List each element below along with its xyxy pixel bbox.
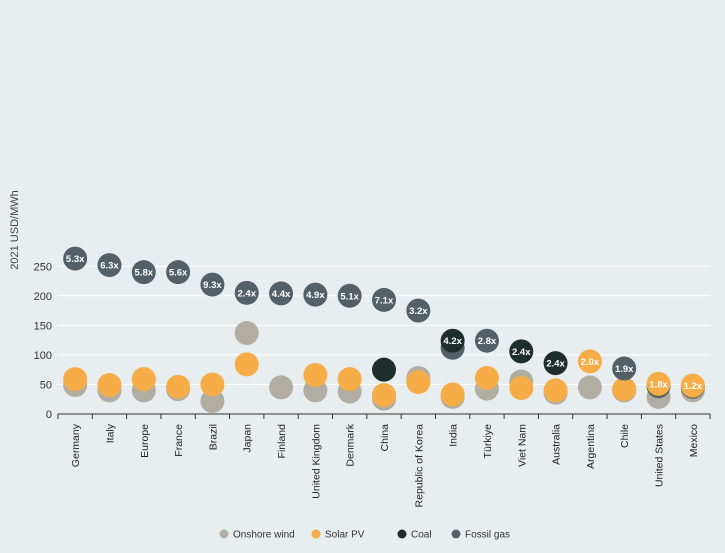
y-tick-label: 50 [40,379,52,391]
point-solar-pv [166,374,191,399]
legend-marker [451,529,461,539]
category-label: Republic of Korea [413,424,425,508]
point-solar-pv [509,375,534,400]
ratio-label: 1.8x [649,379,668,390]
category-label: Chile [619,424,631,448]
ratio-label: 2.4x [546,359,565,370]
ratio-label: 2.8x [478,336,497,347]
point-solar-pv [97,373,122,398]
category-label: Türkiye [482,424,494,459]
category-label: Australia [551,424,563,465]
point-solar-pv [543,378,568,403]
point-solar-pv [63,367,88,392]
point-fossil-gas [234,280,259,305]
point-solar-pv [406,370,431,395]
category-label: Argentina [585,424,597,469]
ratio-label: 7.1x [375,295,394,306]
point-solar-pv [372,383,396,408]
point-fossil-gas [166,260,191,285]
point-solar-pv [303,362,328,387]
category-label: Mexico [688,424,700,457]
data-points: 5.3x 6.3x 5.8x 5.6x 9.3x 2.4x 4.4x 4.9x 5.1x 7.1x… [63,246,705,413]
y-tick-label: 0 [46,409,52,421]
legend-marker [219,529,229,539]
point-fossil-gas [303,282,328,307]
category-label: Japan [242,424,254,453]
point-fossil-gas [406,298,431,323]
point-onshore-wind [234,321,259,346]
category-label: United Kingdom [310,424,322,499]
ratio-label: 5.3x [66,254,85,265]
point-coal [440,328,465,353]
legend-marker [397,529,407,539]
point-fossil-gas [63,246,88,271]
category-label: India [448,424,460,447]
category-label: Viet Nam [516,424,528,467]
y-tick-label: 250 [34,261,52,273]
legend-label: Solar PV [325,530,365,541]
point-fossil-gas [97,253,122,278]
point-solar-pv [131,367,156,392]
point-fossil-gas [269,281,294,306]
legend-label: Fossil gas [465,530,510,541]
category-label: China [379,424,391,452]
category-label: Europe [139,424,151,458]
ratio-label: 1.9x [615,364,634,375]
point-onshore-wind [269,375,294,400]
category-labels: Germany Italy Europe France Brazil Japan Finla… [70,423,700,507]
legend-label: Onshore wind [233,530,295,541]
y-tick-labels: 0 50 100 150 200 250 [34,261,52,421]
category-label: Brazil [207,424,219,450]
ratio-label: 4.2x [443,336,462,347]
legend-label: Coal [411,530,432,541]
legend-marker [311,529,321,539]
ratio-label: 4.4x [272,289,291,300]
ratio-label: 2.0x [581,357,600,368]
ratio-label: 5.1x [340,291,359,302]
category-label: Italy [104,423,116,443]
ratio-label: 2.4x [237,288,256,299]
point-fossil-gas [612,356,637,381]
category-label: Finland [276,424,288,459]
y-axis-label: 2021 USD/MWh [9,190,21,269]
y-tick-label: 150 [34,320,52,332]
point-solar-pv [337,367,362,392]
ratio-label: 5.8x [135,268,154,279]
point-solar-pv [200,372,225,397]
point-solar-pv [474,365,499,390]
category-label: Denmark [345,423,357,466]
category-label: United States [654,424,666,487]
legend: Onshore wind Solar PV Coal Fossil gas [219,529,510,541]
point-fossil-gas [131,260,156,285]
point-solar-pv [234,352,259,377]
point-solar-pv [577,349,602,374]
ratio-label: 2.4x [512,347,531,358]
y-tick-label: 100 [34,350,52,362]
ratio-label: 5.6x [169,268,188,279]
point-fossil-gas [200,272,225,297]
ratio-label: 6.3x [100,261,119,272]
category-label: France [173,424,185,457]
y-tick-label: 200 [34,291,52,303]
point-coal [372,357,396,382]
category-label: Germany [70,423,82,467]
point-solar-pv [612,377,637,402]
point-fossil-gas [474,328,499,353]
point-coal [543,351,568,376]
point-onshore-wind [577,375,602,400]
point-solar-pv [680,373,705,398]
ratio-label: 4.9x [306,290,325,301]
ratio-label: 3.2x [409,306,428,317]
point-fossil-gas [372,287,396,312]
point-solar-pv [440,382,465,407]
point-solar-pv [646,371,671,396]
point-onshore-wind [200,388,225,413]
point-fossil-gas [337,283,362,308]
point-coal [509,339,534,364]
ratio-label: 1.2x [684,381,703,392]
ratio-label: 9.3x [203,280,222,291]
